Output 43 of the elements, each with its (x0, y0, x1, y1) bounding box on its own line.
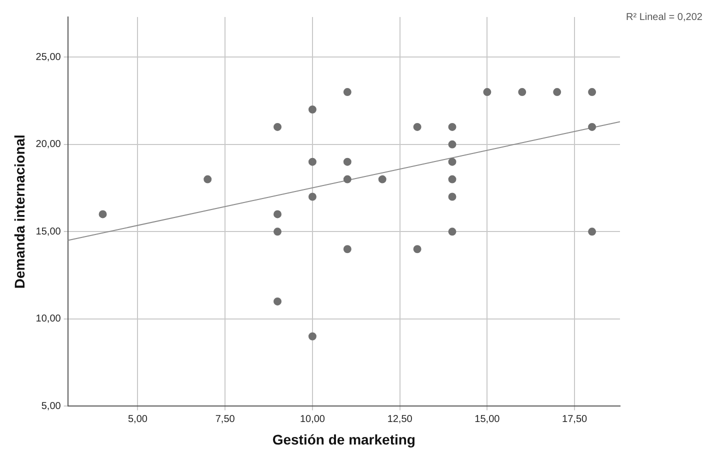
point (448, 158, 456, 166)
point (413, 122, 422, 131)
y-tick-label: 5,00 (41, 400, 62, 412)
point (274, 210, 282, 218)
point (308, 192, 316, 201)
point (378, 175, 386, 184)
y-tick-label: 20,00 (36, 139, 62, 150)
x-tick-label: 7,50 (215, 414, 236, 425)
point (448, 140, 456, 148)
point (448, 228, 456, 236)
x-tick-label: 10,00 (300, 414, 326, 425)
y-tick-label: 15,00 (36, 226, 62, 238)
point (343, 245, 352, 254)
point (588, 122, 596, 131)
point (274, 122, 282, 131)
point (518, 88, 526, 96)
point (413, 245, 422, 254)
y-tick-label: 10,00 (36, 314, 62, 325)
point (98, 210, 107, 218)
point (588, 88, 596, 96)
point (343, 158, 352, 166)
point (308, 158, 316, 166)
x-tick-label: 17,50 (562, 414, 588, 425)
y-tick-label: 25,00 (36, 52, 62, 63)
x-axis-title: Gestión de marketing (272, 431, 416, 448)
y-axis-title: Demanda internacional (11, 134, 28, 289)
point (448, 192, 456, 201)
text: R² Lineal = 0,202 (626, 12, 703, 23)
point (483, 88, 492, 96)
point (204, 175, 212, 184)
x-tick-label: 5,00 (128, 414, 148, 425)
x-tick-label: 15,00 (474, 414, 500, 425)
point (448, 122, 456, 131)
point (274, 228, 282, 236)
point (343, 88, 352, 96)
point (308, 332, 316, 340)
point (588, 228, 596, 236)
x-tick-label: 12,50 (387, 414, 413, 425)
point (448, 175, 456, 184)
point (274, 297, 282, 306)
point (343, 175, 352, 184)
point (553, 88, 562, 96)
point (308, 106, 316, 114)
